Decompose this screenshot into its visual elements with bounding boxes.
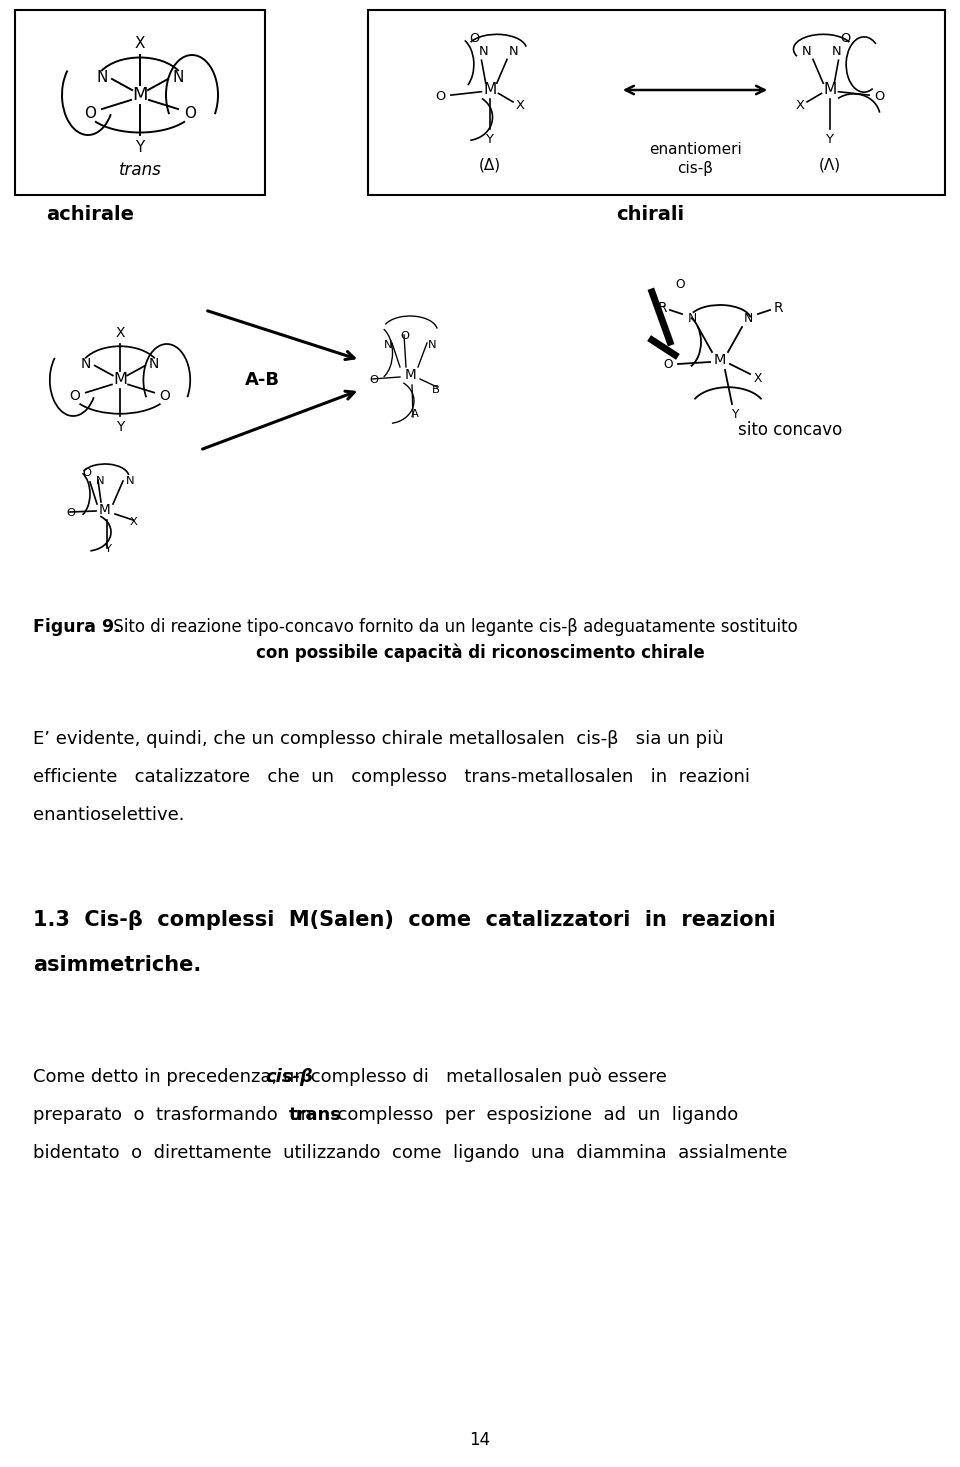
Text: O: O (370, 376, 378, 384)
Text: N: N (149, 356, 159, 371)
Text: O: O (184, 106, 196, 120)
Text: Y: Y (826, 133, 834, 145)
Text: O: O (469, 32, 480, 45)
Text: R: R (773, 301, 782, 315)
Text: N: N (687, 311, 697, 324)
Text: M: M (714, 354, 726, 367)
Text: N: N (96, 69, 108, 85)
Text: N: N (126, 477, 134, 487)
Text: Figura 9.: Figura 9. (33, 618, 121, 637)
Text: O: O (875, 91, 884, 103)
Text: 14: 14 (469, 1430, 491, 1449)
Text: Y: Y (486, 133, 494, 145)
Text: O: O (66, 508, 75, 518)
Text: (Δ): (Δ) (479, 157, 501, 173)
Text: N: N (509, 45, 518, 59)
Text: asimmetriche.: asimmetriche. (33, 955, 202, 976)
Text: Come detto in precedenza, un: Come detto in precedenza, un (33, 1068, 311, 1086)
Text: X: X (134, 35, 145, 50)
Text: sito concavo: sito concavo (738, 421, 842, 439)
Text: efficiente   catalizzatore   che  un   complesso   trans-metallosalen   in  reaz: efficiente catalizzatore che un compless… (33, 769, 750, 786)
Text: 1.3  Cis-β  complessi  M(Salen)  come  catalizzatori  in  reazioni: 1.3 Cis-β complessi M(Salen) come catali… (33, 910, 776, 930)
Text: achirale: achirale (46, 205, 134, 224)
Text: E’ evidente, quindi, che un complesso chirale metallosalen  cis-β   sia un più: E’ evidente, quindi, che un complesso ch… (33, 731, 724, 748)
Text: -complesso  per  esposizione  ad  un  ligando: -complesso per esposizione ad un ligando (331, 1106, 738, 1124)
Text: N: N (832, 45, 842, 59)
Text: trans: trans (289, 1106, 342, 1124)
Text: X: X (796, 98, 804, 111)
Text: M: M (99, 503, 110, 516)
Text: O: O (840, 32, 851, 45)
Text: preparato  o  trasformando  un: preparato o trasformando un (33, 1106, 324, 1124)
Text: Y: Y (135, 139, 145, 154)
Text: bidentato  o  direttamente  utilizzando  come  ligando  una  diammina  assialmen: bidentato o direttamente utilizzando com… (33, 1144, 787, 1162)
Text: con possibile capacità di riconoscimento chirale: con possibile capacità di riconoscimento… (255, 644, 705, 663)
Text: N: N (384, 340, 393, 351)
Text: O: O (400, 332, 410, 340)
Text: O: O (70, 389, 81, 403)
Bar (368, 10, 945, 195)
Text: A: A (411, 409, 419, 420)
Text: complesso di   metallosalen può essere: complesso di metallosalen può essere (305, 1068, 667, 1087)
Text: (Λ): (Λ) (819, 157, 841, 173)
Text: O: O (663, 358, 673, 371)
Text: cis-β: cis-β (677, 160, 713, 176)
Text: M: M (132, 87, 148, 104)
Text: N: N (172, 69, 183, 85)
Text: N: N (802, 45, 811, 59)
Text: Y: Y (732, 408, 738, 421)
Text: O: O (436, 91, 445, 103)
Text: N: N (81, 356, 91, 371)
Text: X: X (115, 326, 125, 340)
Text: X: X (516, 98, 524, 111)
Text: N: N (96, 477, 105, 487)
Text: M: M (824, 82, 836, 97)
Text: N: N (478, 45, 488, 59)
Text: M: M (113, 373, 127, 387)
Text: Y: Y (105, 544, 111, 555)
Text: cis-β: cis-β (265, 1068, 313, 1086)
Text: N: N (428, 340, 436, 351)
Text: X: X (130, 516, 137, 527)
Text: O: O (159, 389, 170, 403)
Text: X: X (754, 371, 762, 384)
Text: enantiomeri: enantiomeri (649, 142, 741, 157)
Text: M: M (484, 82, 496, 97)
Text: Sito di reazione tipo-concavo fornito da un legante cis-β adeguatamente sostitui: Sito di reazione tipo-concavo fornito da… (108, 618, 798, 637)
Text: O: O (83, 468, 91, 477)
Text: N: N (743, 311, 753, 324)
Text: chirali: chirali (616, 205, 684, 224)
Text: O: O (84, 106, 96, 120)
Bar (15, 10, 265, 195)
Text: B: B (432, 384, 441, 395)
Text: A-B: A-B (245, 371, 279, 389)
Text: trans: trans (119, 161, 161, 179)
Text: Y: Y (116, 420, 124, 434)
Text: R: R (658, 301, 667, 315)
Text: enantioselettive.: enantioselettive. (33, 805, 184, 824)
Text: O: O (675, 279, 684, 292)
Text: M: M (404, 368, 416, 381)
